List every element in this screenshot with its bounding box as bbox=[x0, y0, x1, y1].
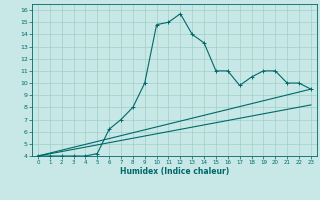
X-axis label: Humidex (Indice chaleur): Humidex (Indice chaleur) bbox=[120, 167, 229, 176]
